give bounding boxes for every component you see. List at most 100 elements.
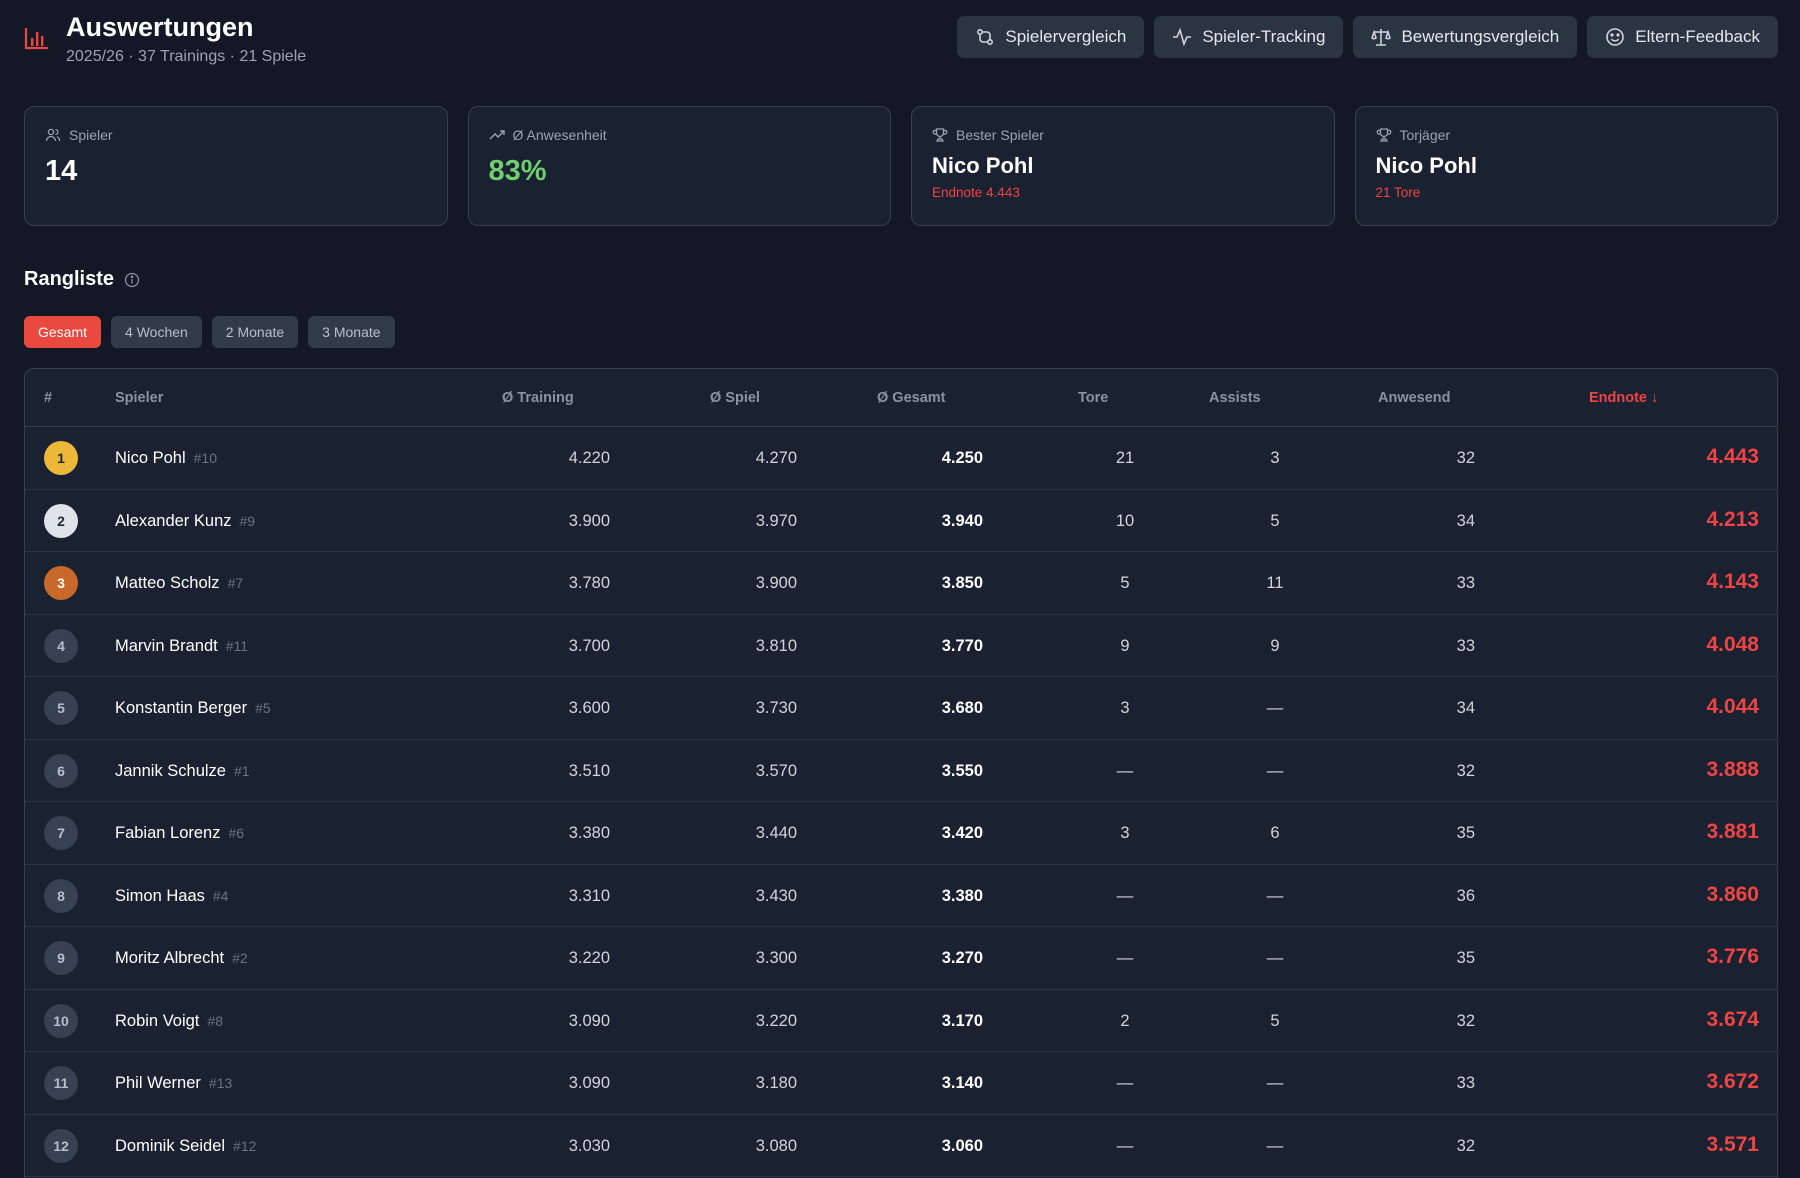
present-value: 35 bbox=[1456, 824, 1475, 842]
info-icon[interactable] bbox=[124, 272, 140, 288]
table-row[interactable]: 3 Matteo Scholz #7 3.780 3.900 3.850 5 11 33 4.14… bbox=[25, 552, 1777, 615]
rating-compare-label: Bewertungsvergleich bbox=[1401, 27, 1560, 46]
game-value: 3.900 bbox=[755, 574, 797, 592]
table-row[interactable]: 10 Robin Voigt #8 3.090 3.220 3.170 2 5 32 3.674 bbox=[25, 990, 1777, 1052]
player-name[interactable]: Fabian Lorenz bbox=[115, 824, 221, 842]
player-cell: Nico Pohl #10 bbox=[115, 449, 217, 468]
col-rank[interactable]: # bbox=[44, 390, 53, 406]
game-value: 4.270 bbox=[755, 449, 797, 467]
player-cell: Phil Werner #13 bbox=[115, 1074, 232, 1093]
player-number: #13 bbox=[208, 1075, 233, 1091]
present-value: 32 bbox=[1456, 1011, 1475, 1030]
table-row[interactable]: 7 Fabian Lorenz #6 3.380 3.440 3.420 3 6 35 3.881 bbox=[25, 802, 1777, 865]
rank-badge: 7 bbox=[44, 816, 78, 850]
filter-gesamt[interactable]: Gesamt bbox=[24, 316, 102, 348]
ranking-heading: Rangliste bbox=[24, 268, 140, 291]
col-training[interactable]: Ø Training bbox=[502, 390, 574, 406]
present-value: 32 bbox=[1456, 761, 1475, 780]
training-value: 3.310 bbox=[568, 886, 610, 905]
player-name[interactable]: Jannik Schulze bbox=[115, 761, 226, 780]
table-row[interactable]: 12 Dominik Seidel #12 3.030 3.080 3.060 — — 32 3.… bbox=[25, 1115, 1777, 1177]
col-player[interactable]: Spieler bbox=[115, 390, 164, 406]
col-present[interactable]: Anwesend bbox=[1378, 390, 1451, 406]
player-name[interactable]: Simon Haas bbox=[115, 886, 205, 905]
table-row[interactable]: 11 Phil Werner #13 3.090 3.180 3.140 — — 33 3.672 bbox=[25, 1052, 1777, 1115]
player-cell: Alexander Kunz #9 bbox=[115, 512, 255, 531]
player-tracking-button[interactable]: Spieler-Tracking bbox=[1154, 16, 1344, 58]
total-value: 3.270 bbox=[941, 949, 983, 967]
table-row[interactable]: 9 Moritz Albrecht #2 3.220 3.300 3.270 — — 35 3.7… bbox=[25, 927, 1777, 990]
page-title: Auswertungen bbox=[66, 12, 254, 42]
col-goals[interactable]: Tore bbox=[1078, 390, 1109, 406]
rating-compare-button[interactable]: Bewertungsvergleich bbox=[1353, 16, 1578, 58]
player-number: #7 bbox=[227, 575, 244, 591]
col-game[interactable]: Ø Spiel bbox=[710, 390, 760, 406]
player-cell: Robin Voigt #8 bbox=[115, 1012, 223, 1031]
player-cell: Dominik Seidel #12 bbox=[115, 1137, 256, 1156]
game-value: 3.730 bbox=[755, 699, 797, 717]
total-value: 3.140 bbox=[941, 1074, 983, 1092]
goals-value: 3 bbox=[1120, 699, 1130, 717]
training-value: 3.600 bbox=[568, 699, 610, 717]
parent-feedback-button[interactable]: Eltern-Feedback bbox=[1587, 16, 1778, 58]
final-grade-value: 4.443 bbox=[1706, 445, 1759, 468]
total-value: 3.940 bbox=[941, 511, 983, 530]
player-name[interactable]: Marvin Brandt bbox=[115, 636, 218, 655]
game-value: 3.430 bbox=[755, 886, 797, 905]
col-final-sorted[interactable]: Endnote ↓ bbox=[1589, 390, 1659, 406]
final-grade-value: 4.044 bbox=[1706, 695, 1759, 718]
stat-players-label: Spieler bbox=[69, 127, 113, 143]
col-assists[interactable]: Assists bbox=[1209, 390, 1261, 406]
player-name[interactable]: Phil Werner bbox=[115, 1074, 201, 1092]
game-value: 3.080 bbox=[755, 1136, 797, 1155]
goals-value: 10 bbox=[1115, 511, 1135, 530]
ranking-title: Rangliste bbox=[24, 268, 115, 290]
player-cell: Matteo Scholz #7 bbox=[115, 574, 243, 593]
assists-value: — bbox=[1266, 949, 1284, 967]
rank-badge: 9 bbox=[44, 941, 78, 975]
player-name[interactable]: Moritz Albrecht bbox=[115, 949, 225, 967]
rank-badge: 4 bbox=[44, 628, 78, 663]
stats-cards: Spieler 14 Ø Anwesenheit 83% Bester Spie… bbox=[24, 106, 1778, 226]
stat-best-name: Nico Pohl bbox=[932, 153, 1034, 178]
player-compare-button[interactable]: Spielervergleich bbox=[957, 16, 1145, 58]
total-value: 3.770 bbox=[941, 636, 983, 655]
player-name[interactable]: Alexander Kunz bbox=[115, 511, 232, 530]
player-cell: Marvin Brandt #11 bbox=[115, 637, 248, 656]
stat-players-value: 14 bbox=[45, 155, 78, 187]
table-row[interactable]: 8 Simon Haas #4 3.310 3.430 3.380 — — 36 3.860 bbox=[25, 865, 1777, 927]
col-total[interactable]: Ø Gesamt bbox=[877, 390, 946, 406]
player-number: #11 bbox=[225, 637, 249, 654]
game-value: 3.220 bbox=[755, 1011, 797, 1030]
smile-icon bbox=[1606, 28, 1625, 46]
player-name[interactable]: Dominik Seidel bbox=[115, 1136, 226, 1155]
filter-2-monate[interactable]: 2 Monate bbox=[211, 316, 299, 348]
total-value: 3.060 bbox=[941, 1136, 983, 1155]
player-name[interactable]: Robin Voigt bbox=[115, 1011, 200, 1030]
table-row[interactable]: 6 Jannik Schulze #1 3.510 3.570 3.550 — — 32 3.88… bbox=[25, 740, 1777, 802]
filter-4-wochen[interactable]: 4 Wochen bbox=[111, 316, 202, 348]
player-name[interactable]: Matteo Scholz bbox=[115, 574, 220, 592]
total-value: 3.380 bbox=[941, 886, 983, 905]
player-name[interactable]: Nico Pohl bbox=[115, 449, 186, 467]
page-header: Auswertungen 2025/26 · 37 Trainings · 21… bbox=[24, 0, 1778, 80]
table-row[interactable]: 1 Nico Pohl #10 4.220 4.270 4.250 21 3 32 4.443 bbox=[25, 427, 1777, 490]
filter-3-monate[interactable]: 3 Monate bbox=[308, 316, 395, 348]
goals-value: — bbox=[1116, 1136, 1134, 1155]
total-value: 3.550 bbox=[941, 761, 983, 780]
training-value: 3.220 bbox=[568, 949, 610, 967]
player-name[interactable]: Konstantin Berger bbox=[115, 699, 248, 717]
final-grade-value: 3.571 bbox=[1706, 1132, 1759, 1156]
rank-badge: 3 bbox=[44, 566, 78, 600]
activity-icon bbox=[1173, 27, 1192, 47]
table-row[interactable]: 5 Konstantin Berger #5 3.600 3.730 3.680 3 — 34 4… bbox=[25, 677, 1777, 740]
player-number: #6 bbox=[228, 825, 245, 841]
present-value: 35 bbox=[1456, 949, 1475, 967]
ranking-table: # Spieler Ø Training Ø Spiel Ø Gesamt To… bbox=[24, 368, 1778, 1178]
stat-attendance-label: Ø Anwesenheit bbox=[512, 127, 607, 143]
present-value: 32 bbox=[1456, 449, 1475, 467]
table-row[interactable]: 2 Alexander Kunz #9 3.900 3.970 3.940 10 5 34 4.2… bbox=[25, 490, 1777, 552]
total-value: 3.420 bbox=[941, 824, 983, 842]
table-row[interactable]: 4 Marvin Brandt #11 3.700 3.810 3.770 9 9 33 4.04… bbox=[25, 615, 1777, 677]
game-value: 3.300 bbox=[755, 949, 797, 967]
